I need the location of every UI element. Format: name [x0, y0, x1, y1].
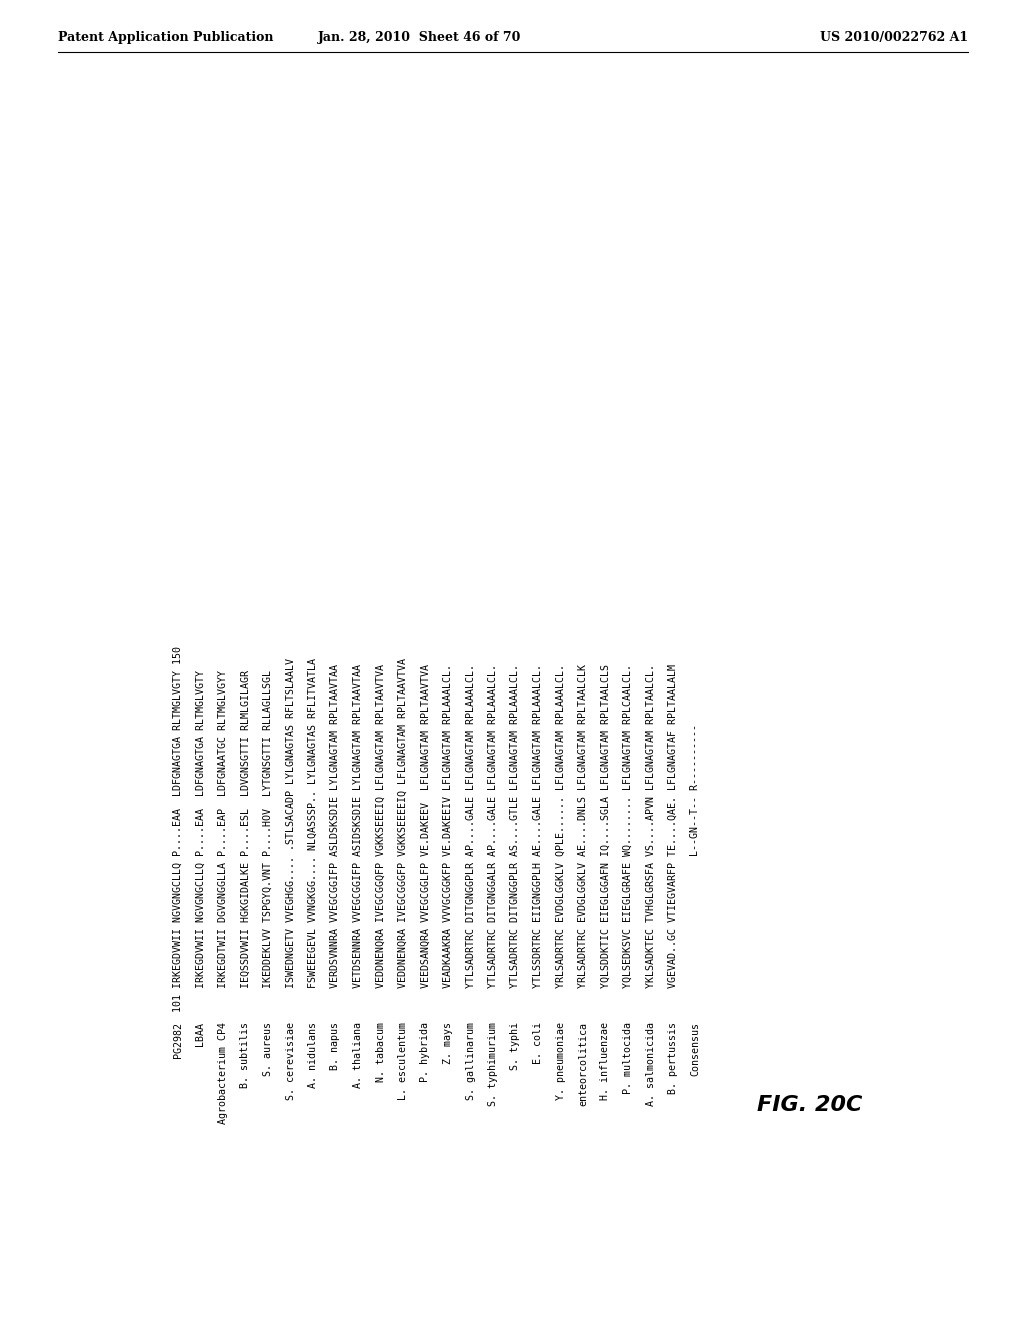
Text: YTLSADRTRC DITGNGGPLR AS....GTLE LFLGNAGTAM RPLAAALCL.: YTLSADRTRC DITGNGGPLR AS....GTLE LFLGNAG…	[511, 664, 520, 1012]
Text: A. salmonicida: A. salmonicida	[645, 1022, 655, 1106]
Text: IRKEGDVWII NGVGNGCLLQ P....EAA  LDFGNAGTGA RLTMGLVGTY: IRKEGDVWII NGVGNGCLLQ P....EAA LDFGNAGTG…	[196, 671, 206, 1012]
Text: S. typhi: S. typhi	[511, 1022, 520, 1071]
Text: S. cerevisiae: S. cerevisiae	[286, 1022, 296, 1100]
Text: L. esculentum: L. esculentum	[398, 1022, 408, 1100]
Text: FSWEEEGEVL VVNGKGG.... NLQASSSP.. LYLGNAGTAS RFLITVATLA: FSWEEEGEVL VVNGKGG.... NLQASSSP.. LYLGNA…	[308, 657, 318, 1012]
Text: B. subtilis: B. subtilis	[241, 1022, 251, 1088]
Text: A. thaliana: A. thaliana	[353, 1022, 362, 1088]
Text: US 2010/0022762 A1: US 2010/0022762 A1	[820, 30, 968, 44]
Text: YKLSADKTEC TVHGLGRSFA VS....APVN LFLGNAGTAM RPLTAALCL.: YKLSADKTEC TVHGLGRSFA VS....APVN LFLGNAG…	[645, 664, 655, 1012]
Text: N. tabacum: N. tabacum	[376, 1022, 385, 1082]
Text: IKEDDEKLVV TSPGYQ.VNT P....HOV  LYTGNSGTTI RLLAGLLSGL: IKEDDEKLVV TSPGYQ.VNT P....HOV LYTGNSGTT…	[263, 671, 273, 1012]
Text: ISWEDNGETV VVEGHGG.... .STLSACADP LYLGNAGTAS RFLTSLAALV: ISWEDNGETV VVEGHGG.... .STLSACADP LYLGNA…	[286, 657, 296, 1012]
Text: YRLSADRTRC EVDGLGGKLV AE....DNLS LFLGNAGTAM RPLTAALCLK: YRLSADRTRC EVDGLGGKLV AE....DNLS LFLGNAG…	[578, 664, 588, 1012]
Text: Y. pneumoniae: Y. pneumoniae	[555, 1022, 565, 1100]
Text: P. multocida: P. multocida	[623, 1022, 633, 1094]
Text: FIG. 20C: FIG. 20C	[758, 1096, 862, 1115]
Text: VEDDNENQRA IVEGCGGGFP VGKKSEEEEIQ LFLGNAGTAM RPLTAAVTVA: VEDDNENQRA IVEGCGGGFP VGKKSEEEEIQ LFLGNA…	[398, 657, 408, 1012]
Text: YQLSDDKTIC EIEGLGGAFN IQ....SGLA LFLGNAGTAM RPLTAALCLS: YQLSDDKTIC EIEGLGGAFN IQ....SGLA LFLGNAG…	[600, 664, 610, 1012]
Text: VERDSVNNRA VVEGCGGIFP ASLDSKSDIE LYLGNAGTAM RPLTAAVTAA: VERDSVNNRA VVEGCGGIFP ASLDSKSDIE LYLGNAG…	[331, 664, 341, 1012]
Text: S. aureus: S. aureus	[263, 1022, 273, 1076]
Text: Patent Application Publication: Patent Application Publication	[58, 30, 273, 44]
Text: A. nidulans: A. nidulans	[308, 1022, 318, 1088]
Text: LBAA: LBAA	[196, 1022, 206, 1045]
Text: Z. mays: Z. mays	[443, 1022, 453, 1064]
Text: S. typhimurium: S. typhimurium	[488, 1022, 498, 1106]
Text: VEDDNENQRA IVEGCGGQFP VGKKSEEEIQ LFLGNAGTAM RPLTAAVTVA: VEDDNENQRA IVEGCGGQFP VGKKSEEEIQ LFLGNAG…	[376, 664, 385, 1012]
Text: B. pertussis: B. pertussis	[668, 1022, 678, 1094]
Text: H. influenzae: H. influenzae	[600, 1022, 610, 1100]
Text: VEADKAAKRA VVVGCGGKFP VE.DAKEEIV LFLGNAGTAM RPLAAALCL.: VEADKAAKRA VVVGCGGKFP VE.DAKEEIV LFLGNAG…	[443, 664, 453, 1012]
Text: Jan. 28, 2010  Sheet 46 of 70: Jan. 28, 2010 Sheet 46 of 70	[318, 30, 521, 44]
Text: IRKEGDTWII DGVGNGGLLA P....EAP  LDFGNAATGC RLTMGLVGYY: IRKEGDTWII DGVGNGGLLA P....EAP LDFGNAATG…	[218, 671, 228, 1012]
Text: E. coli: E. coli	[534, 1022, 543, 1064]
Text: P. hybrida: P. hybrida	[421, 1022, 430, 1082]
Text: IEQSSDVWII HGKGIDALKE P....ESL  LDVGNSGTTI RLMLGILAGR: IEQSSDVWII HGKGIDALKE P....ESL LDVGNSGTT…	[241, 671, 251, 1012]
Text: S. gallinarum: S. gallinarum	[466, 1022, 475, 1100]
Text: VEEDSANQRA VVEGCGGLFP VE.DAKEEV  LFLGNAGTAM RPLTAAVTVA: VEEDSANQRA VVEGCGGLFP VE.DAKEEV LFLGNAGT…	[421, 664, 430, 1012]
Text: Agrobacterium CP4: Agrobacterium CP4	[218, 1022, 228, 1125]
Text: YRLSADRTRC EVDGLGGKLV QPLE...... LFLGNAGTAM RPLAAALCL.: YRLSADRTRC EVDGLGGKLV QPLE...... LFLGNAG…	[555, 664, 565, 1012]
Text: B. napus: B. napus	[331, 1022, 341, 1071]
Text: VGEVAD..GC VTIEGVARFP TE....QAE. LFLGNAGTAF RPLTAALALM: VGEVAD..GC VTIEGVARFP TE....QAE. LFLGNAG…	[668, 664, 678, 1012]
Text: YTLSADRTRC DITGNGGALR AP....GALE LFLGNAGTAM RPLAAALCL.: YTLSADRTRC DITGNGGALR AP....GALE LFLGNAG…	[488, 664, 498, 1012]
Text: L--GN--T-- R----------: L--GN--T-- R----------	[690, 664, 700, 1012]
Text: VETDSENNRA VVEGCGGIFP ASIDSKSDIE LYLGNAGTAM RPLTAAVTAA: VETDSENNRA VVEGCGGIFP ASIDSKSDIE LYLGNAG…	[353, 664, 362, 1012]
Text: YTLSSDRTRC EIIGNGGPLH AE....GALE LFLGNAGTAM RPLAAALCL.: YTLSSDRTRC EIIGNGGPLH AE....GALE LFLGNAG…	[534, 664, 543, 1012]
Text: YTLSADRTRC DITGNGGPLR AP....GALE LFLGNAGTAM RPLAAALCL.: YTLSADRTRC DITGNGGPLR AP....GALE LFLGNAG…	[466, 664, 475, 1012]
Text: enteorcolitica: enteorcolitica	[578, 1022, 588, 1106]
Text: 101 IRKEGDVWII NGVGNGCLLQ P....EAA  LDFGNAGTGA RLTMGLVGTY 150: 101 IRKEGDVWII NGVGNGCLLQ P....EAA LDFGN…	[173, 645, 183, 1012]
Text: YQLSEDKSVC EIEGLGRAFE WQ........ LFLGNAGTAM RPLCAALCL.: YQLSEDKSVC EIEGLGRAFE WQ........ LFLGNAG…	[623, 664, 633, 1012]
Text: Consensus: Consensus	[690, 1022, 700, 1076]
Text: PG2982: PG2982	[173, 1022, 183, 1059]
